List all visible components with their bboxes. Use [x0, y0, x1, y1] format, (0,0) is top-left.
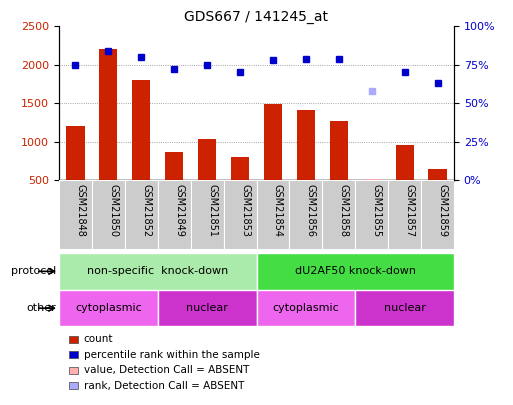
Bar: [256, 180, 289, 249]
Text: GSM21852: GSM21852: [141, 184, 151, 237]
Bar: [66, 126, 85, 180]
Bar: [330, 121, 348, 180]
Bar: [92, 180, 125, 249]
Bar: [297, 110, 315, 180]
Bar: [396, 145, 413, 180]
Bar: [421, 180, 454, 249]
Bar: [198, 139, 216, 180]
Bar: [428, 169, 447, 180]
Text: GSM21854: GSM21854: [273, 184, 283, 237]
Text: nuclear: nuclear: [186, 303, 228, 313]
Text: count: count: [84, 335, 113, 344]
Text: GSM21858: GSM21858: [339, 184, 349, 237]
Text: GSM21851: GSM21851: [207, 184, 217, 237]
Bar: [59, 180, 92, 249]
Bar: [256, 290, 355, 326]
Bar: [322, 180, 355, 249]
Bar: [165, 152, 183, 180]
Bar: [224, 180, 256, 249]
Bar: [289, 180, 322, 249]
Text: GSM21856: GSM21856: [306, 184, 316, 237]
Bar: [59, 290, 158, 326]
Title: GDS667 / 141245_at: GDS667 / 141245_at: [185, 10, 328, 24]
Text: GSM21850: GSM21850: [108, 184, 119, 237]
Bar: [256, 253, 454, 290]
Bar: [59, 253, 256, 290]
Text: dU2AF50 knock-down: dU2AF50 knock-down: [295, 266, 416, 276]
Text: GSM21849: GSM21849: [174, 184, 184, 237]
Bar: [191, 180, 224, 249]
Bar: [355, 290, 454, 326]
Text: value, Detection Call = ABSENT: value, Detection Call = ABSENT: [84, 365, 249, 375]
Bar: [100, 49, 117, 180]
Text: GSM21853: GSM21853: [240, 184, 250, 237]
Text: other: other: [27, 303, 56, 313]
Bar: [363, 179, 381, 180]
Text: protocol: protocol: [11, 266, 56, 276]
Text: GSM21855: GSM21855: [372, 184, 382, 237]
Text: non-specific  knock-down: non-specific knock-down: [87, 266, 228, 276]
Bar: [158, 180, 191, 249]
Bar: [125, 180, 158, 249]
Text: rank, Detection Call = ABSENT: rank, Detection Call = ABSENT: [84, 381, 244, 390]
Bar: [158, 290, 256, 326]
Bar: [355, 180, 388, 249]
Text: GSM21848: GSM21848: [75, 184, 86, 237]
Text: percentile rank within the sample: percentile rank within the sample: [84, 350, 260, 360]
Text: GSM21859: GSM21859: [438, 184, 447, 237]
Bar: [388, 180, 421, 249]
Bar: [231, 157, 249, 180]
Text: GSM21857: GSM21857: [405, 184, 415, 237]
Text: cytoplasmic: cytoplasmic: [272, 303, 339, 313]
Bar: [264, 104, 282, 180]
Text: nuclear: nuclear: [384, 303, 426, 313]
Text: cytoplasmic: cytoplasmic: [75, 303, 142, 313]
Bar: [132, 80, 150, 180]
